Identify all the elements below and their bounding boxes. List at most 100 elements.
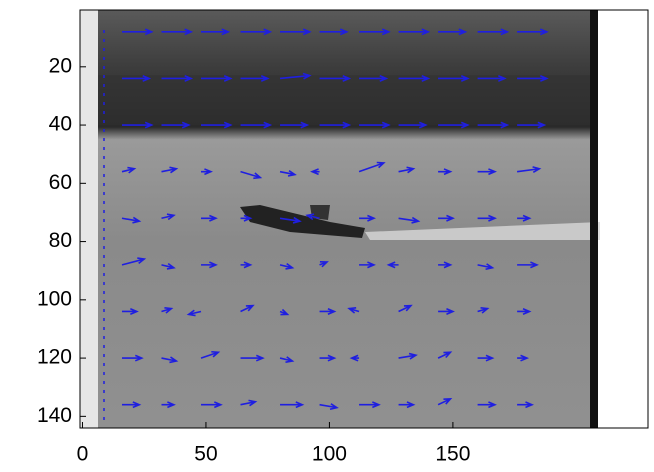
arrow [319,403,339,411]
y-tick-label: 20 [49,54,72,77]
arrow [240,121,273,129]
arrow [280,28,312,36]
arrow [386,261,399,269]
arrow [121,308,139,315]
arrow [398,121,428,129]
arrow [240,74,270,82]
arrow [161,28,194,36]
arrow [319,308,337,315]
arrow [201,261,218,269]
arrow [201,28,231,36]
arrow [240,170,263,180]
arrow [201,121,233,129]
arrow [161,356,179,364]
arrow [517,166,542,173]
arrow [280,121,310,129]
arrow [121,28,154,36]
arrow [477,354,495,362]
arrow [161,213,176,221]
x-tick-label: 0 [77,443,89,466]
arrow [398,304,413,313]
arrow [438,214,455,222]
x-tick-label: 100 [312,443,347,466]
arrow [477,74,507,82]
arrow [359,74,389,82]
arrow [398,401,416,409]
arrow [517,354,530,362]
arrow [398,28,431,36]
arrow [240,261,253,269]
arrow [279,72,312,80]
arrow [398,166,416,174]
arrow [477,401,497,409]
arrow [279,169,297,177]
arrow [200,350,221,359]
arrow [121,166,137,174]
arrow [161,306,174,314]
arrow [240,399,258,407]
x-tick-label: 50 [194,443,217,466]
arrow [477,121,510,129]
arrow [437,351,453,359]
arrow [517,401,534,409]
arrow [398,216,421,224]
arrow [161,166,179,174]
arrow [201,168,213,176]
arrow [310,168,320,176]
arrow [438,308,455,315]
arrow [438,121,470,129]
arrow [121,74,152,82]
arrow [121,216,142,224]
arrow [438,28,468,36]
arrow [398,74,431,82]
arrow [279,356,295,363]
arrow [477,28,510,36]
arrow [477,168,497,176]
arrow [437,397,453,406]
arrow [477,214,497,222]
arrow [517,121,547,129]
arrow [438,261,453,269]
arrow [319,28,349,36]
x-tick-label: 150 [435,443,470,466]
arrow [319,260,329,268]
arrow [359,28,391,36]
arrow [438,74,470,82]
arrow [517,214,532,222]
y-tick-label: 100 [37,287,72,310]
arrow [319,121,352,129]
arrow [161,121,191,129]
arrow [319,74,352,82]
arrow [201,401,223,409]
arrow [240,28,273,36]
arrow [161,74,194,82]
arrow [438,168,453,176]
arrow [359,261,376,269]
axes-frame [79,9,649,429]
arrow [517,74,549,82]
arrow [477,263,495,271]
arrow [517,261,539,269]
arrow [121,121,154,129]
arrow [517,28,549,36]
arrow [358,161,386,173]
y-tick-label: 40 [49,113,72,136]
arrow [349,354,360,362]
arrow [305,213,320,221]
arrow [359,121,391,129]
y-tick-label: 60 [49,171,72,194]
arrow [240,214,253,222]
arrow [186,309,202,317]
arrow [347,306,360,314]
arrow [240,354,265,362]
arrow [161,401,176,409]
arrow [279,308,290,316]
arrow [201,214,218,222]
arrow [121,401,142,409]
arrow [477,306,490,314]
arrow [319,354,337,362]
arrow [280,401,305,409]
arrow [517,308,532,315]
arrow [398,352,418,360]
